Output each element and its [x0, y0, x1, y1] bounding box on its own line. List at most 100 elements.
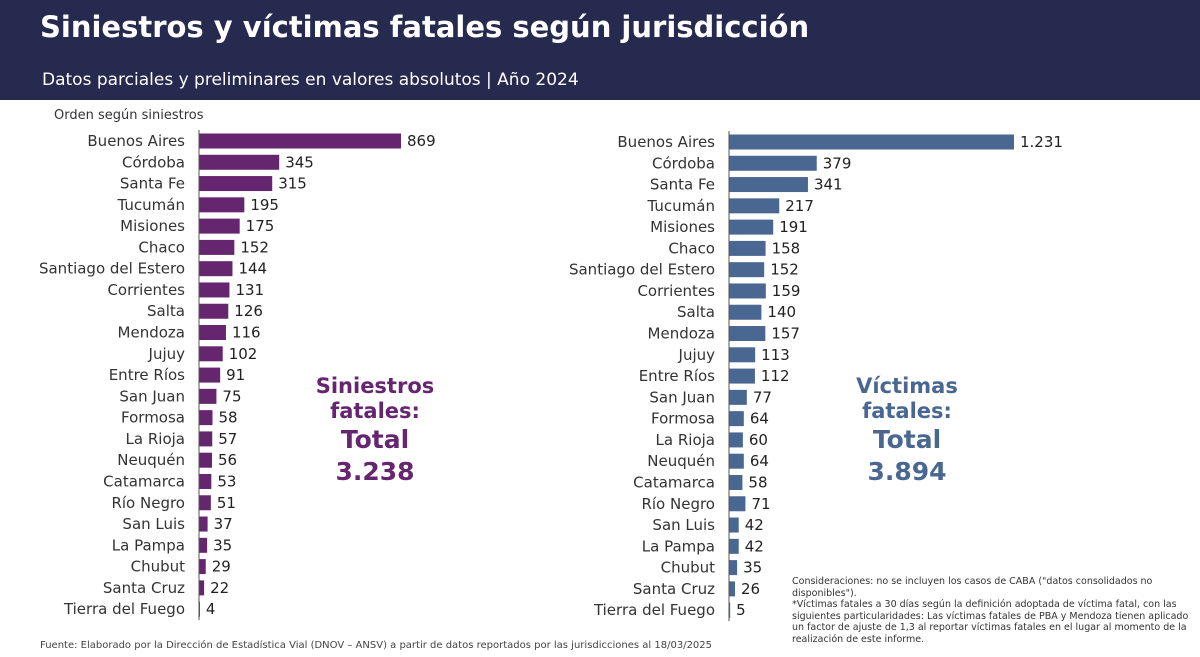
- value-label: 152: [770, 261, 799, 279]
- value-label: 379: [823, 154, 852, 172]
- category-label: Córdoba: [122, 153, 185, 171]
- bar: [199, 239, 235, 255]
- bar: [729, 347, 756, 363]
- bar: [729, 453, 744, 469]
- category-label: Formosa: [651, 410, 715, 428]
- value-label: 191: [779, 218, 808, 236]
- bar: [729, 177, 808, 193]
- value-label: 35: [743, 559, 762, 577]
- category-label: Santiago del Estero: [39, 260, 185, 278]
- category-label: Neuquén: [647, 452, 715, 470]
- value-label: 77: [753, 388, 772, 406]
- value-label: 64: [750, 452, 769, 470]
- victimas-total-value: 3.894: [867, 457, 947, 486]
- victimas-total: Víctimas fatales: Total 3.894: [832, 374, 982, 488]
- value-label: 102: [229, 345, 258, 363]
- category-label: Santa Cruz: [103, 579, 185, 597]
- bar: [199, 197, 245, 213]
- category-label: Salta: [147, 302, 185, 320]
- bar: [729, 496, 746, 512]
- value-label: 53: [217, 472, 236, 490]
- bar: [729, 155, 817, 171]
- value-label: 116: [232, 324, 261, 342]
- value-label: 1.231: [1020, 133, 1063, 151]
- value-label: 144: [238, 260, 267, 278]
- note-consideraciones: Consideraciones: no se incluyen los caso…: [792, 576, 1153, 599]
- category-label: Chubut: [661, 559, 716, 577]
- category-label: La Pampa: [642, 537, 715, 555]
- siniestros-total-line2: fatales:: [330, 399, 420, 423]
- bar: [729, 326, 766, 342]
- value-label: 113: [761, 346, 790, 364]
- value-label: 35: [213, 536, 232, 554]
- bar: [199, 410, 213, 426]
- bar: [199, 516, 208, 532]
- category-label: Río Negro: [111, 494, 185, 512]
- bar: [199, 388, 217, 404]
- siniestros-total-line1: Siniestros: [315, 374, 435, 398]
- category-label: Jujuy: [148, 345, 186, 363]
- value-label: 29: [212, 558, 231, 576]
- order-label: Orden según siniestros: [54, 108, 204, 123]
- value-label: 91: [226, 366, 245, 384]
- value-label: 71: [751, 495, 770, 513]
- category-label: Córdoba: [652, 154, 715, 172]
- bar: [729, 474, 743, 490]
- category-label: San Juan: [119, 387, 185, 405]
- category-label: Santa Fe: [650, 176, 715, 194]
- bar: [729, 411, 744, 427]
- bar: [199, 452, 213, 468]
- bar: [729, 240, 766, 256]
- header-banner: Siniestros y víctimas fatales según juri…: [0, 0, 1200, 100]
- value-label: 341: [814, 176, 843, 194]
- category-label: Tucumán: [647, 197, 715, 215]
- siniestros-chart: Buenos Aires 869 Córdoba 345 Santa Fe 315 Tucu…: [39, 130, 436, 621]
- category-label: Tierra del Fuego: [63, 600, 185, 618]
- value-label: 64: [750, 410, 769, 428]
- value-label: 4: [206, 600, 216, 618]
- category-label: Formosa: [121, 409, 185, 427]
- category-label: Chubut: [131, 558, 186, 576]
- note-victimas: *Víctimas fatales a 30 días según la def…: [792, 599, 1189, 645]
- value-label: 315: [278, 175, 307, 193]
- siniestros-total: Siniestros fatales: Total 3.238: [300, 374, 450, 488]
- category-label: Neuquén: [117, 451, 185, 469]
- value-label: 217: [785, 197, 814, 215]
- value-label: 345: [285, 153, 314, 171]
- victimas-total-line3: Total: [872, 425, 942, 454]
- value-label: 60: [749, 431, 768, 449]
- category-label: Santiago del Estero: [569, 261, 715, 279]
- category-label: Entre Ríos: [109, 366, 185, 384]
- category-label: Salta: [677, 303, 715, 321]
- bar: [199, 431, 213, 447]
- bar: [729, 304, 762, 320]
- category-label: Santa Cruz: [633, 580, 715, 598]
- bar: [199, 580, 205, 596]
- notes: Consideraciones: no se incluyen los caso…: [792, 576, 1192, 646]
- victimas-chart: Buenos Aires 1.231 Córdoba 379 Santa Fe 341 Tu…: [569, 131, 1063, 622]
- category-label: Corrientes: [107, 281, 185, 299]
- category-label: Buenos Aires: [87, 132, 185, 150]
- bar: [729, 219, 774, 235]
- victimas-total-line2: fatales:: [862, 399, 952, 423]
- category-label: Jujuy: [678, 346, 716, 364]
- bar: [199, 559, 206, 575]
- value-label: 159: [772, 282, 801, 300]
- bar: [729, 368, 755, 384]
- category-label: Mendoza: [118, 324, 185, 342]
- value-label: 22: [210, 579, 229, 597]
- bar: [199, 495, 211, 511]
- category-label: Buenos Aires: [617, 133, 715, 151]
- value-label: 152: [240, 238, 269, 256]
- category-label: Catamarca: [633, 473, 715, 491]
- category-label: La Rioja: [126, 430, 185, 448]
- source-note: Fuente: Elaborado por la Dirección de Es…: [40, 640, 713, 651]
- bar: [199, 473, 212, 489]
- value-label: 869: [407, 132, 436, 150]
- bar: [199, 218, 240, 234]
- bar: [199, 537, 208, 553]
- value-label: 5: [736, 601, 746, 619]
- category-label: Misiones: [650, 218, 715, 236]
- page-subtitle: Datos parciales y preliminares en valore…: [42, 70, 579, 90]
- category-label: San Luis: [652, 516, 715, 534]
